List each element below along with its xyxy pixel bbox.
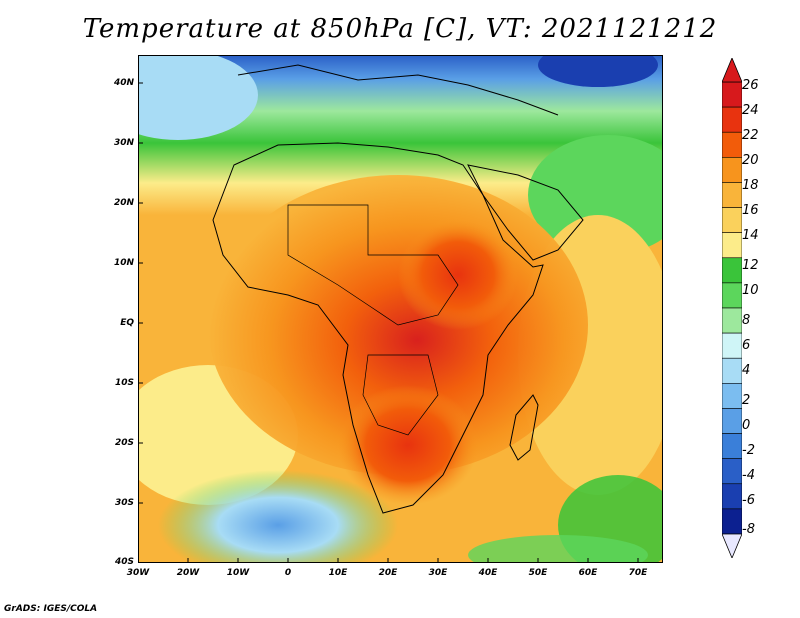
lat-label-eq: EQ	[120, 318, 134, 328]
africa-outline	[212, 142, 544, 514]
lat-label-40n: 40N	[113, 78, 134, 88]
arabia-outline	[467, 164, 584, 261]
colorbar-label: 12	[742, 258, 759, 273]
colorbar-label: -2	[742, 443, 755, 458]
cool-south-atlantic	[158, 470, 398, 580]
colorbar-segment	[722, 282, 742, 309]
colorbar-segment	[722, 483, 742, 510]
colorbar-label: 10	[742, 283, 759, 298]
lon-label-20w: 20W	[176, 568, 200, 578]
lon-label-50e: 50E	[528, 568, 548, 578]
heat-core-north	[398, 220, 518, 330]
colorbar-segment	[722, 106, 742, 133]
lat-label-30n: 30N	[113, 138, 134, 148]
lat-label-10s: 10S	[114, 378, 134, 388]
country-borders-south	[362, 354, 439, 436]
lon-label-10e: 10E	[328, 568, 348, 578]
colorbar-segment	[722, 131, 742, 158]
colorbar-segments	[722, 81, 742, 535]
colorbar-label: 4	[742, 363, 751, 378]
madagascar-outline	[509, 394, 539, 461]
lon-label-30w: 30W	[126, 568, 150, 578]
colorbar-segment	[722, 207, 742, 233]
chart-title: Temperature at 850hPa [C], VT: 202112121…	[82, 14, 718, 44]
colorbar-segment	[722, 458, 742, 485]
colorbar-bottom-arrow	[722, 533, 742, 558]
colorbar-label: -4	[742, 468, 755, 483]
colorbar-segment	[722, 508, 742, 535]
colorbar-label: -8	[742, 522, 755, 537]
colorbar-segment	[722, 81, 742, 108]
colorbar-segment	[722, 257, 742, 284]
colorbar-segment	[722, 232, 742, 259]
map-area	[98, 43, 688, 580]
lon-label-40e: 40E	[478, 568, 498, 578]
colorbar-segment	[722, 182, 742, 208]
colorbar-label: 20	[742, 153, 759, 168]
footer-credit: GrADS: IGES/COLA	[4, 604, 98, 614]
colorbar-segment	[722, 307, 742, 334]
colorbar-top-arrow	[722, 58, 742, 83]
temperature-map	[98, 43, 688, 580]
lat-label-10n: 10N	[113, 258, 134, 268]
lon-label-70e: 70E	[628, 568, 648, 578]
lon-label-20e: 20E	[378, 568, 398, 578]
lat-label-20s: 20S	[114, 438, 134, 448]
lon-label-30e: 30E	[428, 568, 448, 578]
europe-coast	[237, 64, 559, 116]
lat-label-20n: 20N	[113, 198, 134, 208]
colorbar-segment	[722, 357, 742, 384]
lon-label-0: 0	[284, 568, 292, 578]
lon-label-10w: 10W	[226, 568, 250, 578]
colorbar-segment	[722, 433, 742, 459]
colorbar-label: 0	[742, 418, 751, 433]
colorbar	[722, 58, 742, 558]
colorbar-segment	[722, 408, 742, 434]
colorbar-segment	[722, 332, 742, 359]
country-borders	[287, 204, 459, 326]
colorbar-label: 8	[742, 313, 751, 328]
lon-label-60e: 60E	[578, 568, 598, 578]
colorbar-label: 24	[742, 103, 759, 118]
lat-label-30s: 30S	[114, 498, 134, 508]
colorbar-label: 14	[742, 228, 759, 243]
colorbar-label: 16	[742, 203, 759, 218]
arabia-green	[528, 135, 688, 255]
map-border	[138, 55, 663, 563]
colorbar-label: 6	[742, 338, 751, 353]
colorbar-label: 22	[742, 128, 759, 143]
colorbar-label: -6	[742, 493, 755, 508]
colorbar-label: 26	[742, 78, 759, 93]
colorbar-label: 18	[742, 178, 759, 193]
lat-label-40s: 40S	[114, 557, 134, 567]
colorbar-segment	[722, 157, 742, 183]
colorbar-label: 2	[742, 393, 751, 408]
colorbar-segment	[722, 383, 742, 409]
